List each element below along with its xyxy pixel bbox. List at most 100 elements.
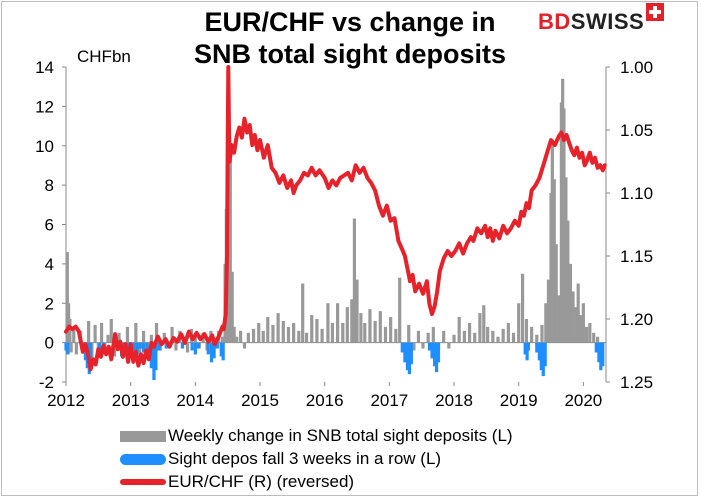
three-week-fall-bar — [142, 342, 146, 353]
left-tick-label: 10 — [35, 137, 54, 156]
weekly-change-bar — [261, 330, 265, 343]
weekly-change-bar — [134, 322, 138, 343]
weekly-change-bar — [426, 332, 430, 343]
weekly-change-bar — [106, 334, 110, 343]
weekly-change-bar — [292, 322, 296, 343]
left-tick-label: 4 — [45, 255, 54, 274]
weekly-change-bar — [149, 334, 153, 343]
weekly-change-bar — [407, 324, 411, 343]
three-week-fall-bar — [98, 342, 102, 353]
weekly-change-bar — [562, 108, 566, 343]
weekly-change-bar — [431, 326, 435, 343]
weekly-change-bar — [557, 295, 561, 343]
weekly-change-bar — [496, 336, 500, 343]
weekly-change-bar — [363, 322, 367, 343]
weekly-change-bar — [276, 313, 280, 343]
title-line-1: EUR/CHF vs change in — [204, 7, 496, 37]
left-tick-label: 6 — [45, 216, 54, 235]
weekly-change-bar — [447, 342, 451, 349]
weekly-change-bar — [87, 320, 91, 343]
weekly-change-bar — [330, 322, 335, 343]
weekly-change-bar — [421, 342, 425, 349]
weekly-change-bar — [579, 315, 583, 343]
three-week-fall-bar — [407, 342, 412, 375]
three-week-fall-bar — [537, 342, 541, 361]
weekly-change-bar — [571, 291, 575, 343]
weekly-change-bar — [378, 311, 382, 343]
three-week-fall-bar — [594, 342, 598, 353]
weekly-change-bar — [352, 218, 357, 343]
x-tick-label: 2018 — [435, 391, 473, 410]
legend-swatch-blue-bar — [120, 454, 166, 465]
weekly-change-bar — [576, 283, 580, 343]
three-week-fall-bar — [164, 342, 168, 349]
weekly-change-bar — [297, 330, 301, 343]
weekly-change-bar — [109, 319, 113, 343]
left-tick-label: 2 — [45, 294, 54, 313]
three-week-fall-bar — [430, 342, 434, 359]
x-tick-label: 2019 — [500, 391, 538, 410]
x-tick-label: 2015 — [241, 391, 279, 410]
three-week-fall-bar — [206, 342, 210, 355]
weekly-change-bar — [142, 330, 146, 343]
weekly-change-bar — [524, 319, 529, 343]
left-tick-label: 8 — [45, 176, 54, 195]
weekly-change-bar — [373, 320, 377, 343]
weekly-change-bar — [517, 303, 521, 343]
weekly-change-bar — [581, 303, 585, 343]
weekly-change-bar — [345, 307, 349, 343]
legend-swatch-grey-bar — [120, 431, 166, 442]
weekly-change-bar — [482, 305, 486, 343]
weekly-change-bar — [412, 342, 416, 351]
weekly-change-bar — [341, 322, 345, 343]
weekly-change-bar — [398, 277, 402, 343]
three-week-fall-bar — [433, 342, 437, 367]
weekly-change-bar — [239, 330, 243, 343]
weekly-change-bar — [310, 315, 314, 343]
right-tick-label: 1.20 — [620, 310, 653, 329]
three-week-fall-bar — [212, 342, 216, 359]
three-week-fall-bar — [525, 342, 529, 361]
brand-part-1: BD — [538, 9, 571, 34]
weekly-change-bar — [315, 319, 319, 343]
right-tick-label: 1.25 — [620, 373, 653, 392]
weekly-change-bar — [220, 336, 225, 343]
three-week-fall-bar — [209, 342, 214, 363]
x-tick-label: 2013 — [112, 391, 150, 410]
x-tick-label: 2017 — [370, 391, 408, 410]
weekly-change-bar — [442, 330, 446, 343]
weekly-change-bar — [304, 332, 309, 343]
three-week-fall-bar — [196, 342, 201, 349]
three-week-fall-bar — [132, 342, 136, 351]
weekly-change-bar — [467, 322, 472, 343]
legend-swatch-red-line — [120, 479, 166, 485]
weekly-change-bar — [544, 303, 548, 343]
chart-title: EUR/CHF vs change in SNB total sight dep… — [120, 6, 580, 70]
three-week-fall-bar — [436, 342, 441, 363]
weekly-change-bar — [501, 328, 505, 343]
three-week-fall-bar — [405, 342, 410, 371]
weekly-change-bar — [473, 332, 477, 343]
three-week-fall-bar — [597, 342, 601, 363]
weekly-change-bar — [584, 326, 589, 343]
weekly-change-bar — [326, 303, 330, 343]
weekly-change-bar — [566, 220, 570, 343]
weekly-change-bar — [552, 179, 556, 343]
three-week-fall-bar — [215, 342, 219, 349]
left-tick-label: 12 — [35, 97, 54, 116]
right-tick-label: 1.05 — [620, 121, 653, 140]
weekly-change-bar — [530, 326, 534, 343]
weekly-change-bar — [550, 141, 554, 343]
weekly-change-bar — [359, 313, 363, 343]
weekly-change-bar — [457, 317, 461, 343]
weekly-change-bar — [257, 322, 261, 343]
weekly-change-bar — [486, 326, 490, 343]
weekly-change-bar — [174, 342, 178, 351]
weekly-change-bar — [554, 244, 558, 343]
weekly-change-bar — [511, 332, 516, 343]
three-week-fall-bar — [180, 342, 185, 349]
weekly-change-bar — [286, 326, 291, 343]
three-week-fall-bar — [599, 342, 603, 371]
weekly-change-bar — [125, 326, 130, 343]
